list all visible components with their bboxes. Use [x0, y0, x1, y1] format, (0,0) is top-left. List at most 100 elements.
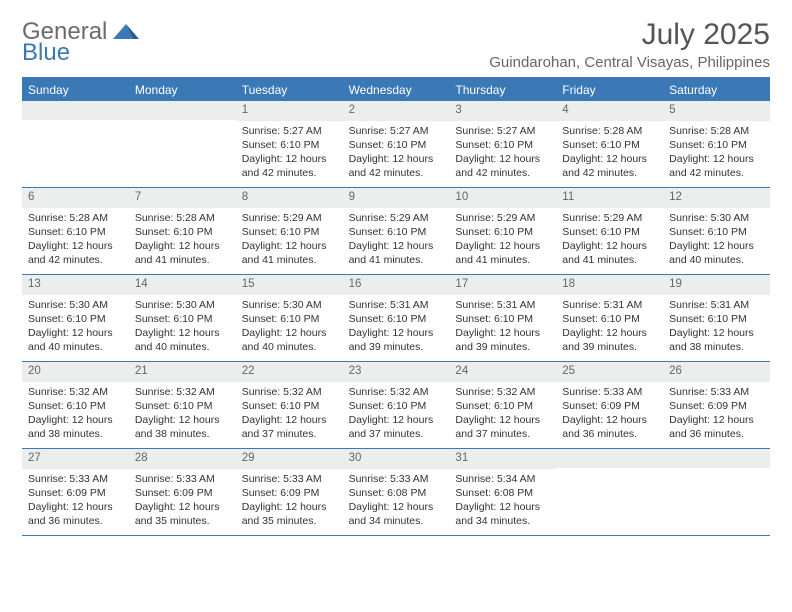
weekday-header: Friday	[556, 79, 663, 101]
cell-body: Sunrise: 5:28 AMSunset: 6:10 PMDaylight:…	[129, 208, 236, 274]
cell-body: Sunrise: 5:30 AMSunset: 6:10 PMDaylight:…	[22, 295, 129, 361]
day-number: 10	[449, 188, 556, 208]
cell-body: Sunrise: 5:31 AMSunset: 6:10 PMDaylight:…	[663, 295, 770, 361]
daylight-line: Daylight: 12 hours and 38 minutes.	[28, 413, 123, 441]
cell-body: Sunrise: 5:30 AMSunset: 6:10 PMDaylight:…	[663, 208, 770, 274]
cell-body	[129, 120, 236, 180]
calendar-cell: 6Sunrise: 5:28 AMSunset: 6:10 PMDaylight…	[22, 188, 129, 274]
daylight-line: Daylight: 12 hours and 35 minutes.	[242, 500, 337, 528]
weekday-header-row: SundayMondayTuesdayWednesdayThursdayFrid…	[22, 79, 770, 101]
calendar-cell: 1Sunrise: 5:27 AMSunset: 6:10 PMDaylight…	[236, 101, 343, 187]
day-number: 17	[449, 275, 556, 295]
daylight-line: Daylight: 12 hours and 41 minutes.	[455, 239, 550, 267]
cell-body: Sunrise: 5:28 AMSunset: 6:10 PMDaylight:…	[22, 208, 129, 274]
sunrise-line: Sunrise: 5:29 AM	[562, 211, 657, 225]
calendar-cell-empty	[129, 101, 236, 187]
sunset-line: Sunset: 6:09 PM	[669, 399, 764, 413]
weekday-header: Saturday	[663, 79, 770, 101]
cell-body: Sunrise: 5:32 AMSunset: 6:10 PMDaylight:…	[236, 382, 343, 448]
sunrise-line: Sunrise: 5:27 AM	[349, 124, 444, 138]
calendar-week: 6Sunrise: 5:28 AMSunset: 6:10 PMDaylight…	[22, 188, 770, 275]
calendar-cell: 16Sunrise: 5:31 AMSunset: 6:10 PMDayligh…	[343, 275, 450, 361]
sunrise-line: Sunrise: 5:33 AM	[562, 385, 657, 399]
sunrise-line: Sunrise: 5:33 AM	[242, 472, 337, 486]
daylight-line: Daylight: 12 hours and 41 minutes.	[135, 239, 230, 267]
day-number: 11	[556, 188, 663, 208]
sunset-line: Sunset: 6:10 PM	[242, 138, 337, 152]
sunset-line: Sunset: 6:10 PM	[135, 312, 230, 326]
sunset-line: Sunset: 6:10 PM	[455, 138, 550, 152]
cell-body: Sunrise: 5:32 AMSunset: 6:10 PMDaylight:…	[129, 382, 236, 448]
sunrise-line: Sunrise: 5:30 AM	[242, 298, 337, 312]
cell-body: Sunrise: 5:33 AMSunset: 6:09 PMDaylight:…	[236, 469, 343, 535]
day-number: 14	[129, 275, 236, 295]
sunrise-line: Sunrise: 5:30 AM	[28, 298, 123, 312]
sunrise-line: Sunrise: 5:29 AM	[242, 211, 337, 225]
calendar-cell: 31Sunrise: 5:34 AMSunset: 6:08 PMDayligh…	[449, 449, 556, 535]
sunset-line: Sunset: 6:09 PM	[28, 486, 123, 500]
sunset-line: Sunset: 6:10 PM	[349, 399, 444, 413]
calendar-cell: 8Sunrise: 5:29 AMSunset: 6:10 PMDaylight…	[236, 188, 343, 274]
cell-body: Sunrise: 5:33 AMSunset: 6:09 PMDaylight:…	[129, 469, 236, 535]
daylight-line: Daylight: 12 hours and 39 minutes.	[455, 326, 550, 354]
title-block: July 2025 Guindarohan, Central Visayas, …	[489, 18, 770, 71]
cell-body: Sunrise: 5:32 AMSunset: 6:10 PMDaylight:…	[449, 382, 556, 448]
daylight-line: Daylight: 12 hours and 42 minutes.	[242, 152, 337, 180]
daylight-line: Daylight: 12 hours and 34 minutes.	[455, 500, 550, 528]
daylight-line: Daylight: 12 hours and 42 minutes.	[562, 152, 657, 180]
cell-body: Sunrise: 5:34 AMSunset: 6:08 PMDaylight:…	[449, 469, 556, 535]
sunrise-line: Sunrise: 5:32 AM	[242, 385, 337, 399]
day-number: 9	[343, 188, 450, 208]
sunset-line: Sunset: 6:10 PM	[135, 225, 230, 239]
sunrise-line: Sunrise: 5:33 AM	[669, 385, 764, 399]
day-number: 26	[663, 362, 770, 382]
sunrise-line: Sunrise: 5:31 AM	[455, 298, 550, 312]
calendar-cell: 22Sunrise: 5:32 AMSunset: 6:10 PMDayligh…	[236, 362, 343, 448]
cell-body: Sunrise: 5:30 AMSunset: 6:10 PMDaylight:…	[236, 295, 343, 361]
calendar-week: 20Sunrise: 5:32 AMSunset: 6:10 PMDayligh…	[22, 362, 770, 449]
sunrise-line: Sunrise: 5:34 AM	[455, 472, 550, 486]
cell-body: Sunrise: 5:27 AMSunset: 6:10 PMDaylight:…	[449, 121, 556, 187]
cell-body: Sunrise: 5:33 AMSunset: 6:09 PMDaylight:…	[663, 382, 770, 448]
sunset-line: Sunset: 6:10 PM	[669, 225, 764, 239]
cell-body: Sunrise: 5:31 AMSunset: 6:10 PMDaylight:…	[449, 295, 556, 361]
calendar-cell: 4Sunrise: 5:28 AMSunset: 6:10 PMDaylight…	[556, 101, 663, 187]
daylight-line: Daylight: 12 hours and 42 minutes.	[349, 152, 444, 180]
cell-body: Sunrise: 5:28 AMSunset: 6:10 PMDaylight:…	[663, 121, 770, 187]
day-number: 23	[343, 362, 450, 382]
day-number: 13	[22, 275, 129, 295]
daylight-line: Daylight: 12 hours and 34 minutes.	[349, 500, 444, 528]
day-number: 6	[22, 188, 129, 208]
sunset-line: Sunset: 6:10 PM	[455, 312, 550, 326]
sunset-line: Sunset: 6:08 PM	[455, 486, 550, 500]
cell-body: Sunrise: 5:32 AMSunset: 6:10 PMDaylight:…	[343, 382, 450, 448]
daylight-line: Daylight: 12 hours and 39 minutes.	[562, 326, 657, 354]
sunrise-line: Sunrise: 5:31 AM	[562, 298, 657, 312]
calendar-cell: 12Sunrise: 5:30 AMSunset: 6:10 PMDayligh…	[663, 188, 770, 274]
cell-body: Sunrise: 5:27 AMSunset: 6:10 PMDaylight:…	[343, 121, 450, 187]
cell-body	[556, 468, 663, 528]
calendar-cell: 7Sunrise: 5:28 AMSunset: 6:10 PMDaylight…	[129, 188, 236, 274]
sunset-line: Sunset: 6:10 PM	[562, 312, 657, 326]
calendar-cell: 20Sunrise: 5:32 AMSunset: 6:10 PMDayligh…	[22, 362, 129, 448]
sunset-line: Sunset: 6:10 PM	[28, 399, 123, 413]
weekday-header: Monday	[129, 79, 236, 101]
cell-body: Sunrise: 5:29 AMSunset: 6:10 PMDaylight:…	[449, 208, 556, 274]
calendar-cell: 5Sunrise: 5:28 AMSunset: 6:10 PMDaylight…	[663, 101, 770, 187]
calendar-cell-empty	[22, 101, 129, 187]
weekday-header: Wednesday	[343, 79, 450, 101]
day-number: 20	[22, 362, 129, 382]
daylight-line: Daylight: 12 hours and 41 minutes.	[562, 239, 657, 267]
daylight-line: Daylight: 12 hours and 42 minutes.	[455, 152, 550, 180]
sunset-line: Sunset: 6:10 PM	[349, 138, 444, 152]
cell-body: Sunrise: 5:33 AMSunset: 6:09 PMDaylight:…	[22, 469, 129, 535]
cell-body: Sunrise: 5:31 AMSunset: 6:10 PMDaylight:…	[556, 295, 663, 361]
sunrise-line: Sunrise: 5:33 AM	[28, 472, 123, 486]
daylight-line: Daylight: 12 hours and 40 minutes.	[28, 326, 123, 354]
cell-body: Sunrise: 5:30 AMSunset: 6:10 PMDaylight:…	[129, 295, 236, 361]
calendar-cell: 3Sunrise: 5:27 AMSunset: 6:10 PMDaylight…	[449, 101, 556, 187]
day-number: 22	[236, 362, 343, 382]
sunset-line: Sunset: 6:10 PM	[669, 138, 764, 152]
calendar-cell: 27Sunrise: 5:33 AMSunset: 6:09 PMDayligh…	[22, 449, 129, 535]
sunrise-line: Sunrise: 5:30 AM	[669, 211, 764, 225]
